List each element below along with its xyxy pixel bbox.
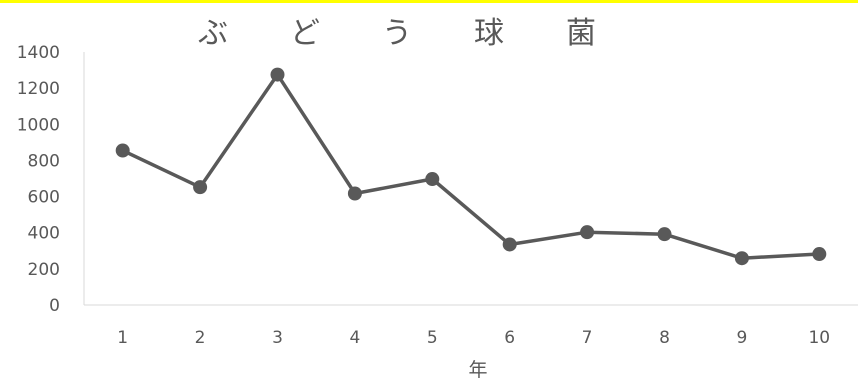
data-point — [812, 247, 827, 262]
y-axis: 0 200 400 600 800 1000 1200 1400 — [17, 43, 85, 316]
data-point — [115, 143, 130, 158]
y-tick-label: 1200 — [17, 79, 60, 99]
y-tick-label: 0 — [49, 296, 60, 316]
data-point — [580, 225, 595, 240]
x-tick-label: 2 — [195, 328, 206, 348]
x-tick-label: 5 — [427, 328, 438, 348]
data-point — [734, 251, 749, 266]
chart-title: ぶどう球菌 — [198, 16, 658, 51]
x-tick-label: 4 — [349, 328, 360, 348]
x-axis-title: 年 — [468, 359, 487, 380]
data-point — [270, 67, 285, 82]
x-tick-label: 6 — [504, 328, 515, 348]
data-point — [193, 180, 208, 195]
data-point — [657, 227, 672, 242]
data-point — [425, 172, 440, 187]
x-tick-label: 7 — [582, 328, 593, 348]
y-tick-label: 600 — [28, 188, 60, 208]
x-tick-label: 8 — [659, 328, 670, 348]
data-point — [502, 237, 517, 252]
series-group — [115, 67, 827, 266]
y-tick-label: 1400 — [17, 43, 60, 63]
series-line — [121, 72, 820, 260]
y-tick-label: 200 — [28, 260, 60, 280]
y-tick-label: 1000 — [17, 115, 60, 135]
x-tick-label: 9 — [736, 328, 747, 348]
x-tick-label: 1 — [117, 328, 128, 348]
y-tick-label: 400 — [28, 224, 60, 244]
x-tick-label: 3 — [272, 328, 283, 348]
x-tick-label: 10 — [808, 328, 830, 348]
y-tick-label: 800 — [28, 151, 60, 171]
line-chart: ぶどう球菌 0 200 400 600 800 1000 1200 1400 1 2 3 4 5 6 7 8… — [17, 16, 858, 380]
data-point — [347, 186, 362, 201]
x-axis: 1 2 3 4 5 6 7 8 9 10 — [84, 304, 858, 348]
